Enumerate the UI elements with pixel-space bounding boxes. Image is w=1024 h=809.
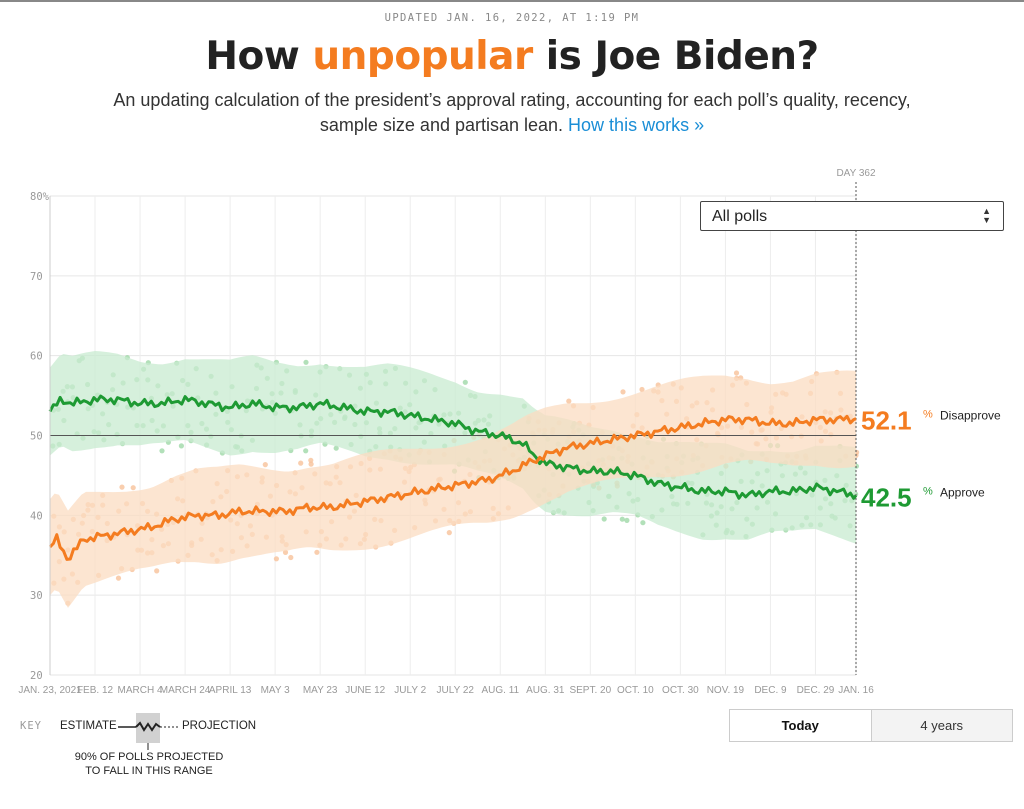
disapprove-percent-sign: % bbox=[923, 409, 933, 421]
key-range-line-2: TO FALL IN THIS RANGE bbox=[85, 765, 213, 777]
x-tick-label: APRIL 13 bbox=[209, 685, 252, 696]
x-tick-label: SEPT. 20 bbox=[569, 685, 611, 696]
x-tick-label: DEC. 9 bbox=[754, 685, 787, 696]
approve-current-value: 42.5 bbox=[861, 482, 912, 512]
poll-dot bbox=[115, 575, 122, 581]
y-tick-label: 30 bbox=[30, 590, 43, 602]
poll-dot bbox=[130, 485, 136, 491]
page-subtitle: An updating calculation of the president… bbox=[112, 88, 912, 138]
reference-line: DAY 362 bbox=[50, 168, 876, 675]
trend-lines bbox=[48, 394, 858, 561]
timeframe-toggle: Today 4 years bbox=[729, 709, 1013, 742]
poll-dot bbox=[462, 379, 468, 385]
poll-dot bbox=[308, 457, 314, 463]
page-title: How unpopular is Joe Biden? bbox=[0, 34, 1024, 79]
poll-dot bbox=[640, 520, 646, 526]
poll-dot bbox=[282, 549, 289, 556]
disapprove-series-name: Disapprove bbox=[940, 409, 1001, 423]
x-tick-label: MARCH 24 bbox=[160, 685, 211, 696]
x-tick-label: JULY 2 bbox=[394, 685, 426, 696]
y-tick-label: 50 bbox=[30, 431, 43, 443]
poll-dot bbox=[298, 460, 304, 466]
x-tick-label: NOV. 19 bbox=[707, 685, 745, 696]
x-tick-label: FEB. 12 bbox=[77, 685, 114, 696]
poll-dot bbox=[639, 386, 645, 393]
poll-dot bbox=[288, 554, 294, 561]
poll-dot bbox=[273, 556, 279, 562]
key-label: KEY bbox=[20, 720, 42, 732]
x-tick-label: MAY 23 bbox=[303, 685, 338, 696]
poll-filter-select[interactable]: All polls ▲ ▼ bbox=[700, 201, 1004, 231]
uncertainty-bands bbox=[50, 351, 856, 608]
x-tick-label: OCT. 10 bbox=[617, 685, 654, 696]
today-button[interactable]: Today bbox=[730, 710, 871, 741]
how-this-works-link[interactable]: How this works » bbox=[568, 115, 705, 135]
poll-dot bbox=[119, 484, 125, 490]
y-tick-label: 20 bbox=[30, 670, 43, 682]
select-arrows-icon: ▲ ▼ bbox=[982, 206, 991, 225]
disapprove-trend-line bbox=[48, 414, 857, 561]
x-tick-label: JAN. 16 bbox=[838, 685, 874, 696]
poll-dot bbox=[619, 516, 625, 522]
poll-dot bbox=[303, 448, 309, 454]
x-tick-label: DEC. 29 bbox=[797, 685, 835, 696]
poll-dot bbox=[154, 568, 160, 574]
approve-series-name: Approve bbox=[940, 485, 985, 499]
poll-dot bbox=[178, 443, 184, 449]
poll-dot bbox=[308, 461, 314, 467]
key-projection-label: PROJECTION bbox=[182, 720, 257, 732]
title-suffix: is Joe Biden? bbox=[532, 34, 819, 79]
x-tick-label: OCT. 30 bbox=[662, 685, 699, 696]
poll-dot bbox=[303, 359, 309, 365]
day-marker-label: DAY 362 bbox=[836, 168, 876, 179]
key-estimate-label: ESTIMATE bbox=[60, 720, 117, 732]
current-values: 42.5% Approve 52.1% Disapprove bbox=[861, 406, 1001, 513]
key-graphic bbox=[118, 713, 180, 750]
key-range-band bbox=[136, 713, 160, 743]
title-highlight: unpopular bbox=[312, 34, 533, 79]
x-tick-label: AUG. 31 bbox=[526, 685, 565, 696]
x-tick-label: AUG. 11 bbox=[481, 685, 519, 696]
poll-dot bbox=[601, 516, 607, 522]
poll-dot bbox=[733, 370, 740, 376]
key-range-line-1: 90% OF POLLS PROJECTED bbox=[74, 751, 224, 763]
updated-timestamp: UPDATED JAN. 16, 2022, AT 1:19 PM bbox=[384, 12, 640, 24]
poll-dot bbox=[159, 448, 165, 454]
poll-dot bbox=[333, 445, 339, 451]
title-prefix: How bbox=[205, 34, 313, 79]
key-range-label: 90% OF POLLS PROJECTED TO FALL IN THIS RA… bbox=[64, 750, 234, 778]
poll-dot bbox=[566, 398, 572, 404]
key-wiggle-line bbox=[135, 721, 161, 732]
poll-dot bbox=[446, 530, 452, 536]
approve-percent-sign: % bbox=[923, 485, 933, 497]
y-tick-label: 40 bbox=[30, 510, 43, 522]
approve-trend-line bbox=[48, 394, 858, 500]
poll-filter-value: All polls bbox=[712, 208, 768, 225]
y-tick-label: 80% bbox=[30, 191, 50, 203]
poll-dot bbox=[624, 517, 630, 524]
y-tick-label: 70 bbox=[30, 271, 43, 283]
poll-dot bbox=[620, 389, 626, 395]
subtitle-text: An updating calculation of the president… bbox=[113, 90, 911, 135]
y-tick-label: 60 bbox=[30, 351, 43, 363]
x-tick-label: JAN. 23, 2021 bbox=[18, 685, 82, 696]
four-years-button[interactable]: 4 years bbox=[870, 710, 1012, 741]
disapprove-current-value: 52.1 bbox=[861, 406, 912, 436]
x-tick-label: MARCH 4 bbox=[118, 685, 163, 696]
x-tick-label: JULY 22 bbox=[437, 685, 475, 696]
top-rule bbox=[0, 0, 1024, 2]
x-tick-label: MAY 3 bbox=[261, 685, 291, 696]
poll-dot bbox=[314, 549, 320, 555]
poll-dot bbox=[262, 462, 268, 468]
x-tick-label: JUNE 12 bbox=[345, 685, 385, 696]
